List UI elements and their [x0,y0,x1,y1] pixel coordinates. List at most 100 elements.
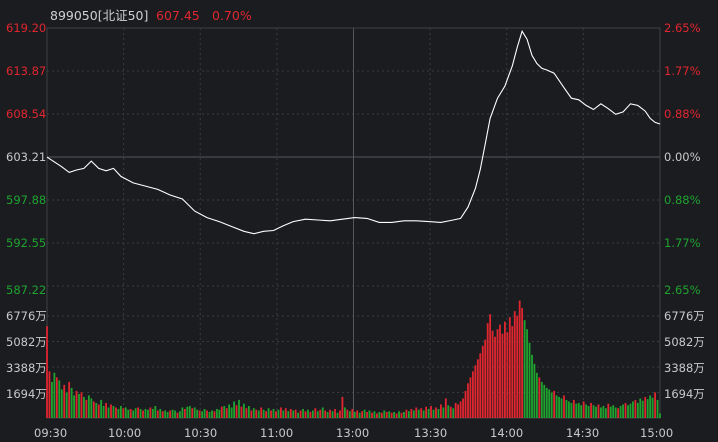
time-tick: 13:00 [336,426,369,440]
volume-bar [309,411,312,418]
volume-bar [481,345,484,418]
volume-bar [70,387,73,418]
volume-bar [174,410,176,418]
volume-bar [58,380,61,418]
volume-bar [240,406,243,418]
volume-bar [457,404,460,418]
volume-bar [46,326,48,418]
volume-bar [412,410,415,418]
volume-axis-left: 6776万 5082万 3388万 1694万 [6,309,47,401]
volume-bar [307,409,309,418]
volume-bar [356,410,359,418]
volume-bar [624,402,627,418]
volume-bar [489,314,492,418]
volume-bar [358,412,361,418]
time-tick: 10:30 [184,426,217,440]
volume-bar [55,377,58,418]
volume-bar [533,363,536,418]
volume-bar [95,402,98,418]
time-tick: 09:30 [34,426,67,440]
index-change: 0.70% [212,8,252,23]
volume-tick: 3388万 [6,361,47,375]
volume-bar [425,406,428,418]
volume-bar [636,402,639,418]
volume-bar [587,405,590,418]
chart-frame [46,27,661,419]
volume-bar [78,393,80,418]
volume-bar [523,320,526,418]
volume-bar [137,407,139,418]
volume-bar [474,365,477,418]
volume-bar [464,390,467,418]
volume-bar [277,409,280,418]
volume-tick: 5082万 [6,335,47,349]
volume-bar [444,398,447,418]
volume-bar [400,412,403,418]
volume-bar [314,408,317,418]
volume-bar [213,411,216,418]
volume-bar [366,411,368,418]
volume-bar [92,401,95,418]
volume-bar [343,407,346,418]
volume-bar [87,395,90,418]
volume-bar [80,392,83,418]
volume-bar [373,411,376,418]
index-price: 607.45 [156,8,200,23]
volume-bar [319,409,322,418]
volume-bar [245,408,248,418]
volume-bar [398,411,400,418]
volume-bar [316,411,319,418]
volume-bar [321,407,324,418]
volume-bar [516,315,519,418]
volume-bar [215,408,218,418]
volume-bar [568,401,570,418]
volume-bar [351,408,354,418]
volume-bar [649,395,652,418]
volume-bar [609,406,612,418]
volume-bar [265,411,268,418]
volume-bar [102,405,105,418]
volume-bar [558,396,560,418]
volume-bar [371,412,373,418]
volume-bar [218,409,221,418]
volume-bar [644,396,647,418]
volume-axis-right: 6776万 5082万 3388万 1694万 [664,309,705,401]
volume-bar [388,411,391,418]
volume-bar [427,408,430,418]
volume-bar [90,398,93,418]
volume-bar [506,332,509,418]
volume-bar [169,410,171,418]
volume-bar [462,398,464,418]
volume-bar [632,401,634,418]
volume-bar [117,408,120,418]
volume-bar [147,409,149,418]
volume-bar [166,411,169,418]
price-axis-left: 619.20 613.87 608.54 603.21 597.88 592.5… [6,21,46,297]
volume-bar [504,321,506,418]
volume-bar [272,408,275,418]
volume-bar [48,371,51,418]
volume-bar [223,405,226,418]
volume-tick: 1694万 [664,387,705,401]
volume-bar [250,410,253,418]
volume-bar [63,384,66,418]
volume-bar [97,404,100,418]
volume-bar [220,406,223,418]
price-tick: 619.20 [6,21,46,35]
grid [46,27,661,419]
volume-bar [208,411,211,418]
volume-bar [85,399,88,418]
volume-bar [577,402,580,418]
volume-bar [110,404,112,418]
volume-bar [590,402,592,418]
volume-bar [203,408,206,418]
volume-bar [572,399,575,418]
volume-bar [324,410,327,418]
volume-bar [346,409,349,418]
index-code: 899050[北证50] [50,8,148,23]
volume-bar [363,409,366,418]
volume-bar [201,411,203,418]
volume-bar [538,377,541,418]
volume-bar [275,411,277,418]
volume-bar [353,411,356,418]
